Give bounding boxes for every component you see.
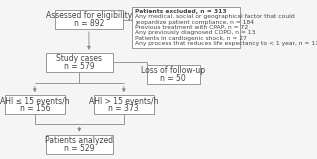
Text: n = 529: n = 529 (64, 144, 94, 153)
Text: Loss of follow-up: Loss of follow-up (141, 66, 205, 75)
Text: n = 373: n = 373 (108, 104, 139, 113)
Text: n = 579: n = 579 (64, 62, 94, 71)
Bar (46, 135, 113, 154)
Text: n = 156: n = 156 (20, 104, 50, 113)
Text: jeopardize patient compliance, n = 184: jeopardize patient compliance, n = 184 (135, 20, 254, 25)
Bar (46, 53, 113, 72)
Text: Previous treatment with CPAP, n = 72: Previous treatment with CPAP, n = 72 (135, 25, 248, 30)
Text: n = 892: n = 892 (74, 19, 104, 28)
Text: AHI > 15 events/h: AHI > 15 events/h (89, 96, 158, 105)
Bar (94, 95, 154, 114)
Text: Any process that reduces life expectancy to < 1 year, n = 17: Any process that reduces life expectancy… (135, 41, 317, 46)
Text: Patients excluded, n = 313: Patients excluded, n = 313 (135, 9, 226, 14)
Text: AHI ≤ 15 events/h: AHI ≤ 15 events/h (0, 96, 70, 105)
Text: Any medical, social or geographical factor that could: Any medical, social or geographical fact… (135, 14, 294, 19)
Bar (132, 7, 241, 48)
Text: Any previously diagnosed COPD, n = 13: Any previously diagnosed COPD, n = 13 (135, 30, 255, 35)
Text: Patients in cardiogenic shock, n = 27: Patients in cardiogenic shock, n = 27 (135, 36, 247, 41)
Bar (5, 95, 65, 114)
Text: Patients analyzed: Patients analyzed (45, 136, 113, 145)
Bar (55, 10, 123, 29)
Text: Study cases: Study cases (56, 54, 102, 63)
Text: Assessed for eligibility: Assessed for eligibility (46, 11, 132, 20)
Bar (147, 65, 200, 84)
Text: n = 50: n = 50 (160, 74, 186, 83)
